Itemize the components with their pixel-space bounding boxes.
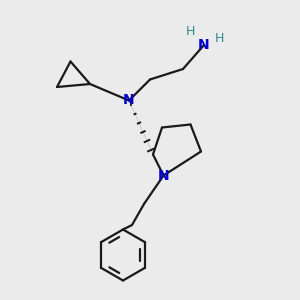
Text: N: N bbox=[123, 94, 135, 107]
Text: N: N bbox=[198, 38, 210, 52]
Text: H: H bbox=[214, 32, 224, 46]
Text: H: H bbox=[186, 25, 195, 38]
Text: N: N bbox=[158, 169, 169, 182]
